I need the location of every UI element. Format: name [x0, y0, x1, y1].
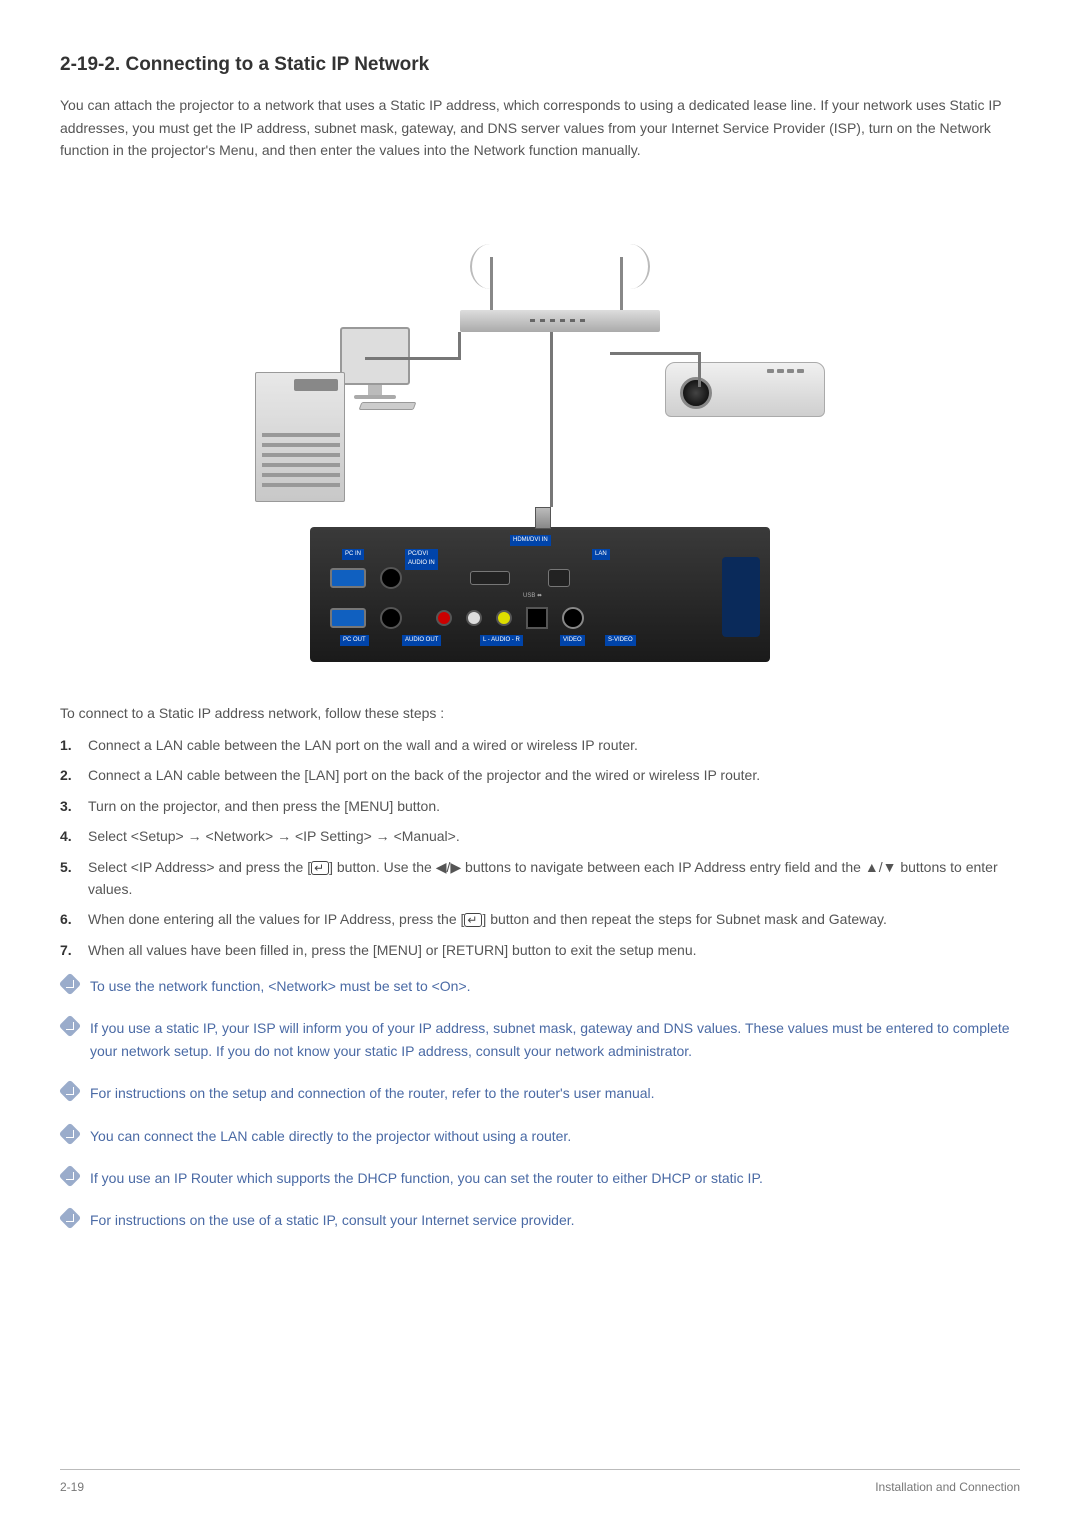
step-text: Select <IP Address> and press the [ [88, 859, 311, 875]
note-text: If you use an IP Router which supports t… [90, 1170, 763, 1186]
step-item: Turn on the projector, and then press th… [60, 795, 1020, 817]
page-footer: 2-19 Installation and Connection [60, 1469, 1020, 1497]
note-text: If you use a static IP, your ISP will in… [90, 1020, 1010, 1058]
note-item: For instructions on the use of a static … [60, 1209, 1020, 1231]
note-text: You can connect the LAN cable directly t… [90, 1128, 571, 1144]
footer-left: 2-19 [60, 1478, 84, 1497]
steps-intro: To connect to a Static IP address networ… [60, 702, 1020, 724]
step-item: When done entering all the values for IP… [60, 908, 1020, 930]
cable [365, 357, 460, 360]
note-icon [59, 1207, 82, 1230]
enter-icon [464, 913, 482, 927]
note-item: You can connect the LAN cable directly t… [60, 1125, 1020, 1147]
note-text: For instructions on the use of a static … [90, 1212, 575, 1228]
cable [458, 332, 461, 360]
pc-illustration [255, 327, 410, 492]
note-icon [59, 973, 82, 996]
note-item: For instructions on the setup and connec… [60, 1082, 1020, 1104]
note-icon [59, 1122, 82, 1145]
cable [610, 352, 700, 355]
note-icon [59, 1165, 82, 1188]
step-text: When done entering all the values for IP… [88, 911, 464, 927]
network-diagram: PC IN PC/DVIAUDIO IN HDMI/DVI IN LAN PC … [60, 192, 1020, 662]
note-item: To use the network function, <Network> m… [60, 975, 1020, 997]
step-item: Select <IP Address> and press the [] but… [60, 856, 1020, 901]
notes-section: To use the network function, <Network> m… [60, 975, 1020, 1232]
router-illustration [460, 262, 660, 332]
section-heading: 2-19-2. Connecting to a Static IP Networ… [60, 50, 1020, 80]
enter-icon [311, 861, 329, 875]
intro-paragraph: You can attach the projector to a networ… [60, 94, 1020, 161]
note-icon [59, 1080, 82, 1103]
note-text: To use the network function, <Network> m… [90, 978, 471, 994]
step-text: ] button and then repeat the steps for S… [482, 911, 886, 927]
footer-right: Installation and Connection [875, 1478, 1020, 1497]
step-item: Select <Setup> → <Network> → <IP Setting… [60, 825, 1020, 847]
projector-illustration [665, 362, 825, 417]
note-item: If you use a static IP, your ISP will in… [60, 1017, 1020, 1062]
note-icon [59, 1015, 82, 1038]
step-item: Connect a LAN cable between the LAN port… [60, 734, 1020, 756]
connector-panel: PC IN PC/DVIAUDIO IN HDMI/DVI IN LAN PC … [310, 527, 770, 662]
cable [698, 352, 701, 387]
note-text: For instructions on the setup and connec… [90, 1085, 655, 1101]
steps-list: Connect a LAN cable between the LAN port… [60, 734, 1020, 961]
note-item: If you use an IP Router which supports t… [60, 1167, 1020, 1189]
step-item: Connect a LAN cable between the [LAN] po… [60, 764, 1020, 786]
cable [550, 332, 553, 507]
step-item: When all values have been filled in, pre… [60, 939, 1020, 961]
